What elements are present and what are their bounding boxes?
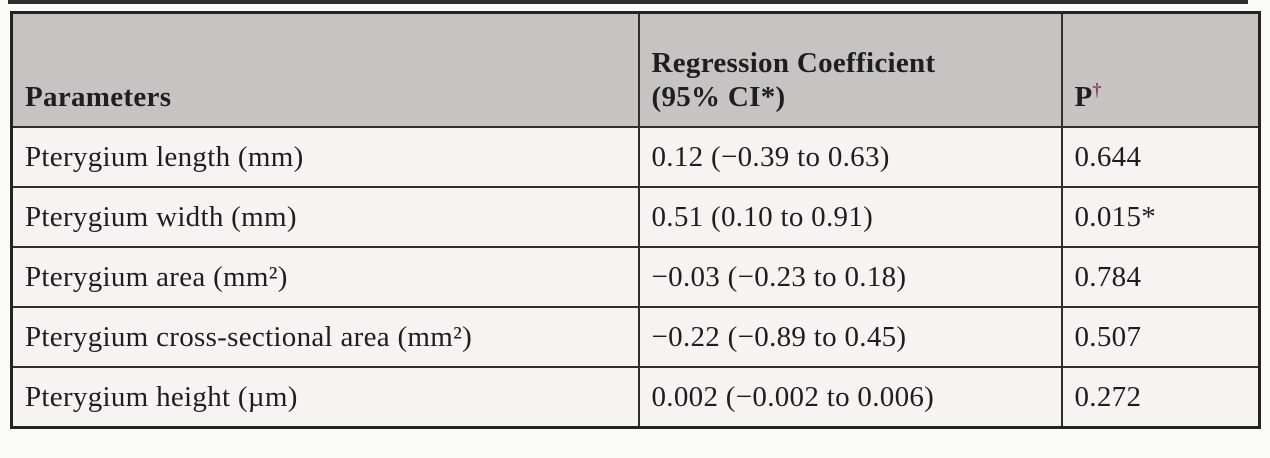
header-coefficient-line2: (95% CI*) — [651, 80, 786, 113]
parameter-cell: Pterygium area (mm²) — [10, 246, 640, 308]
pvalue-cell: 0.644 — [1060, 126, 1261, 188]
table-row: Pterygium width (mm) 0.51 (0.10 to 0.91)… — [10, 186, 1261, 248]
coefficient-cell: −0.03 (−0.23 to 0.18) — [637, 246, 1063, 308]
coefficient-cell: 0.51 (0.10 to 0.91) — [637, 186, 1063, 248]
coefficient-cell: 0.12 (−0.39 to 0.63) — [637, 126, 1063, 188]
pvalue-cell: 0.507 — [1060, 306, 1261, 368]
header-parameters: Parameters — [10, 11, 640, 128]
parameter-cell: Pterygium width (mm) — [10, 186, 640, 248]
pvalue-cell: 0.272 — [1060, 366, 1261, 429]
coefficient-cell: 0.002 (−0.002 to 0.006) — [637, 366, 1063, 429]
table-row: Pterygium length (mm) 0.12 (−0.39 to 0.6… — [10, 126, 1261, 188]
parameter-cell: Pterygium cross-sectional area (mm²) — [10, 306, 640, 368]
header-p-label: P — [1074, 80, 1093, 113]
parameter-cell: Pterygium height (µm) — [10, 366, 640, 429]
header-regression-coefficient: Regression Coefficient (95% CI*) — [637, 11, 1063, 128]
table-row: Pterygium cross-sectional area (mm²) −0.… — [10, 306, 1261, 368]
parameter-cell: Pterygium length (mm) — [10, 126, 640, 188]
header-parameters-label: Parameters — [25, 80, 172, 113]
header-coefficient-line1: Regression Coefficient — [651, 46, 936, 79]
table-row: Pterygium area (mm²) −0.03 (−0.23 to 0.1… — [10, 246, 1261, 308]
dagger-footnote-mark: † — [1092, 79, 1102, 100]
coefficient-cell: −0.22 (−0.89 to 0.45) — [637, 306, 1063, 368]
pvalue-cell: 0.015* — [1060, 186, 1261, 248]
header-pvalue: P† — [1060, 11, 1261, 128]
header-row: Parameters Regression Coefficient (95% C… — [10, 11, 1261, 128]
regression-table: Parameters Regression Coefficient (95% C… — [10, 11, 1261, 429]
cropped-top-border-fragment — [8, 0, 1248, 4]
table-row: Pterygium height (µm) 0.002 (−0.002 to 0… — [10, 366, 1261, 429]
pvalue-cell: 0.784 — [1060, 246, 1261, 308]
